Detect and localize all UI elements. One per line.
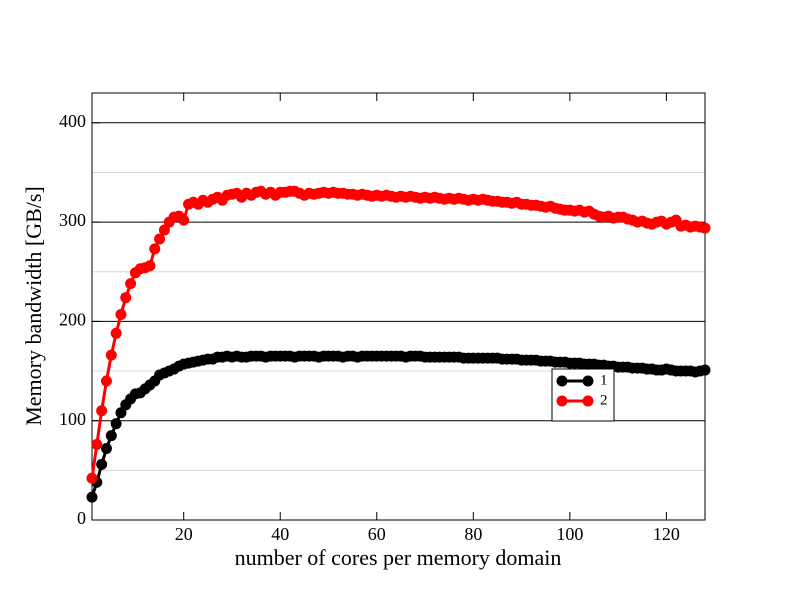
data-point [158, 224, 170, 236]
y-tick-label: 0 [77, 508, 86, 528]
y-tick-label: 100 [59, 409, 86, 429]
y-tick-label: 400 [59, 111, 86, 131]
data-point [105, 349, 117, 361]
x-tick-label: 40 [271, 524, 289, 544]
legend-label: 1 [600, 372, 608, 388]
legend-marker [556, 375, 568, 387]
data-point [100, 443, 112, 455]
data-point [115, 308, 127, 320]
legend-marker [582, 375, 594, 387]
data-point [96, 458, 108, 470]
data-point [144, 260, 156, 272]
data-point [86, 491, 98, 503]
legend-marker [582, 395, 594, 407]
data-point [125, 278, 137, 290]
data-point [105, 430, 117, 442]
legend: 12 [551, 368, 615, 422]
data-point [110, 327, 122, 339]
data-point [699, 222, 711, 234]
legend-marker [556, 395, 568, 407]
data-point [149, 243, 161, 255]
x-tick-label: 120 [653, 524, 680, 544]
x-axis-title: number of cores per memory domain [235, 545, 562, 570]
y-axis-title: Memory bandwidth [GB/s] [21, 186, 46, 426]
series-line [90, 189, 706, 479]
legend-label: 2 [600, 392, 608, 408]
data-point [115, 407, 127, 419]
y-tick-label: 200 [59, 310, 86, 330]
x-tick-label: 60 [368, 524, 386, 544]
y-tick-label: 300 [59, 210, 86, 230]
x-tick-label: 80 [464, 524, 482, 544]
data-point [154, 233, 166, 245]
data-point [86, 472, 98, 484]
data-point [178, 214, 190, 226]
data-point [96, 405, 108, 417]
data-point [120, 292, 132, 304]
plot-frame [91, 92, 706, 521]
data-point [699, 364, 711, 376]
data-point [100, 375, 112, 387]
data-point [91, 439, 103, 451]
x-tick-label: 20 [175, 524, 193, 544]
x-tick-label: 100 [556, 524, 583, 544]
data-point [110, 418, 122, 430]
